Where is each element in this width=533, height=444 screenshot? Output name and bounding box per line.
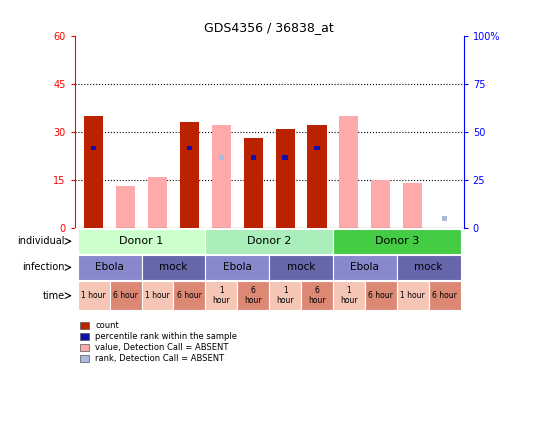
Bar xyxy=(442,216,447,221)
Text: mock: mock xyxy=(159,262,188,273)
Text: 1
hour: 1 hour xyxy=(276,286,294,305)
Text: individual: individual xyxy=(18,236,65,246)
FancyBboxPatch shape xyxy=(142,281,173,310)
Bar xyxy=(116,186,135,228)
Bar xyxy=(276,129,295,228)
Text: time: time xyxy=(43,291,65,301)
FancyBboxPatch shape xyxy=(397,281,429,310)
FancyBboxPatch shape xyxy=(301,281,333,310)
Bar xyxy=(212,126,231,228)
Text: 6
hour: 6 hour xyxy=(245,286,262,305)
Text: 6
hour: 6 hour xyxy=(308,286,326,305)
Text: mock: mock xyxy=(415,262,443,273)
Text: 6 hour: 6 hour xyxy=(432,291,457,300)
Text: 6 hour: 6 hour xyxy=(368,291,393,300)
Text: Ebola: Ebola xyxy=(95,262,124,273)
Text: 1 hour: 1 hour xyxy=(82,291,106,300)
Text: 1
hour: 1 hour xyxy=(340,286,358,305)
Bar xyxy=(187,146,192,151)
FancyBboxPatch shape xyxy=(429,281,461,310)
FancyBboxPatch shape xyxy=(78,255,142,280)
Text: Ebola: Ebola xyxy=(350,262,379,273)
Bar xyxy=(251,155,256,160)
Text: 6 hour: 6 hour xyxy=(177,291,202,300)
FancyBboxPatch shape xyxy=(78,229,205,254)
FancyBboxPatch shape xyxy=(365,281,397,310)
Bar xyxy=(148,177,167,228)
FancyBboxPatch shape xyxy=(333,281,365,310)
FancyBboxPatch shape xyxy=(110,281,142,310)
FancyBboxPatch shape xyxy=(205,255,269,280)
Legend: count, percentile rank within the sample, value, Detection Call = ABSENT, rank, : count, percentile rank within the sample… xyxy=(79,320,239,365)
Bar xyxy=(219,155,224,160)
FancyBboxPatch shape xyxy=(333,229,461,254)
FancyBboxPatch shape xyxy=(78,281,110,310)
Bar xyxy=(84,116,103,228)
FancyBboxPatch shape xyxy=(205,281,237,310)
FancyBboxPatch shape xyxy=(142,255,205,280)
FancyBboxPatch shape xyxy=(397,255,461,280)
Text: mock: mock xyxy=(287,262,315,273)
Text: Donor 2: Donor 2 xyxy=(247,236,292,246)
FancyBboxPatch shape xyxy=(269,281,301,310)
Title: GDS4356 / 36838_at: GDS4356 / 36838_at xyxy=(204,21,334,34)
FancyBboxPatch shape xyxy=(237,281,269,310)
Bar xyxy=(180,122,199,228)
Text: 1 hour: 1 hour xyxy=(400,291,425,300)
Text: infection: infection xyxy=(22,262,65,273)
Bar xyxy=(314,146,320,151)
Text: Donor 1: Donor 1 xyxy=(119,236,164,246)
Text: Donor 3: Donor 3 xyxy=(375,236,419,246)
FancyBboxPatch shape xyxy=(173,281,205,310)
FancyBboxPatch shape xyxy=(333,255,397,280)
Bar xyxy=(340,116,359,228)
Text: 6 hour: 6 hour xyxy=(113,291,138,300)
Text: 1
hour: 1 hour xyxy=(213,286,230,305)
Bar xyxy=(91,146,96,151)
Bar xyxy=(403,183,422,228)
Text: Ebola: Ebola xyxy=(223,262,252,273)
Bar xyxy=(244,138,263,228)
Bar xyxy=(371,180,390,228)
FancyBboxPatch shape xyxy=(269,255,333,280)
Bar xyxy=(308,126,327,228)
Text: 1 hour: 1 hour xyxy=(145,291,170,300)
Bar xyxy=(282,155,288,160)
FancyBboxPatch shape xyxy=(205,229,333,254)
